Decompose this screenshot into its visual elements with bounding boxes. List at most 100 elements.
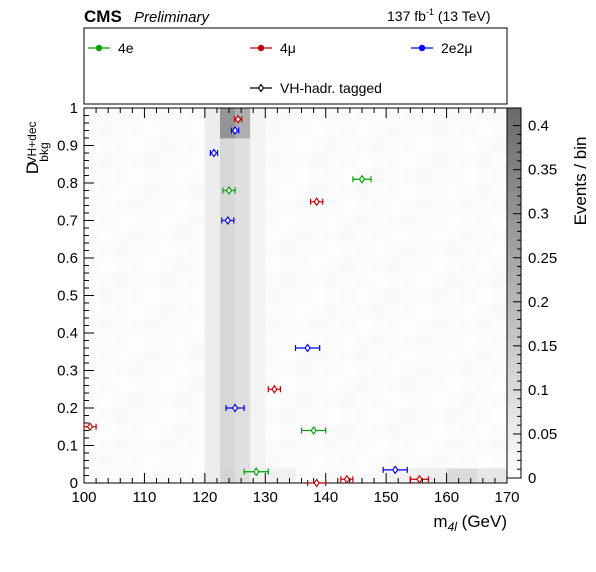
heatmap-cell [446,363,463,379]
heatmap-cell [204,363,221,379]
heatmap-cell [174,243,191,259]
heatmap-cell [280,228,296,244]
heatmap-cell [265,303,281,319]
heatmap-cell [461,198,478,214]
heatmap-cell [386,108,402,124]
heatmap-cell [461,258,478,274]
heatmap-cell [265,243,281,259]
heatmap-cell [99,303,115,319]
heatmap-cell [280,303,296,319]
heatmap-cell [250,168,266,184]
legend-marker [418,44,426,52]
heatmap-cell [431,303,447,319]
heatmap-cell [159,213,176,229]
diamond-marker [86,422,94,432]
heatmap-cell [386,363,402,379]
heatmap-cell [386,153,402,169]
heatmap-cell [129,423,145,439]
heatmap-cell [491,453,508,469]
heatmap-cell [401,138,417,154]
heatmap-cell [144,108,160,124]
z-tick-label: 0.25 [528,250,557,267]
heatmap-cell [431,393,447,409]
color-scale-step [507,228,521,238]
heatmap-cell [235,318,251,334]
x-axis: 100 110 120 130 140 150 160 170 [71,108,520,506]
heatmap-cell [159,123,176,139]
heatmap-cell [235,303,251,319]
heatmap-cell [340,378,357,394]
heatmap-cell [219,303,236,319]
heatmap-cell [355,468,372,484]
heatmap-cell [204,138,221,154]
heatmap-cell [159,393,176,409]
heatmap-cell [265,423,281,439]
data-point [409,474,430,484]
heatmap-cell [310,153,327,169]
heatmap-cell [129,288,145,304]
heatmap-cell [235,123,251,139]
heatmap-cell [310,453,327,469]
heatmap-cell [371,273,387,289]
heatmap-cell [189,108,206,124]
heatmap-cell [280,213,296,229]
heatmap-cell [99,123,115,139]
heatmap-cell [114,213,130,229]
heatmap-cell [355,393,372,409]
heatmap-cell [265,393,281,409]
color-scale-step [507,108,521,118]
heatmap-cell [491,183,508,199]
heatmap-cell [235,333,251,349]
heatmap-cell [416,303,432,319]
heatmap-cell [144,273,160,289]
heatmap-cell [371,393,387,409]
heatmap-cell [159,138,176,154]
heatmap-cell [476,138,493,154]
heatmap-cell [371,303,387,319]
heatmap-cell [476,348,493,364]
x-tick-label: 160 [434,489,459,506]
heatmap-cell [386,348,402,364]
heatmap-cell [431,153,447,169]
heatmap-cell [491,123,508,139]
heatmap-cell [144,378,160,394]
heatmap-cell [129,153,145,169]
color-scale-step [507,163,521,174]
heatmap-cell [280,363,296,379]
color-scale-step [507,219,521,229]
heatmap-cell [476,288,493,304]
legend-label: 4μ [280,40,296,56]
heatmap-cell [416,453,432,469]
plot-header: CMS Preliminary 137 fb-1 (13 TeV) [84,7,491,26]
z-tick-label: 0.1 [528,382,549,399]
heatmap-cell [144,243,160,259]
heatmap-cell [416,408,432,424]
heatmap-cell [401,153,417,169]
z-tick-label: 0.35 [528,162,557,179]
heatmap-cell [461,453,478,469]
heatmap-cell [114,153,130,169]
heatmap-cell [129,363,145,379]
heatmap-cell [386,243,402,259]
heatmap-cell [159,198,176,214]
diamond-marker [271,384,278,394]
heatmap-cell [84,273,100,289]
heatmap-cell [189,438,206,454]
heatmap-cell [416,333,432,349]
heatmap-cell [476,333,493,349]
heatmap-cell [235,243,251,259]
heatmap-cell [84,183,100,199]
heatmap-cell [99,138,115,154]
heatmap-cell [371,423,387,439]
heatmap-cell [431,453,447,469]
heatmap-cell [446,198,463,214]
heatmap-cell [491,288,508,304]
y-tick-label: 0.2 [57,400,78,417]
heatmap-cell [174,198,191,214]
color-scale-step [507,246,521,257]
heatmap-cell [295,318,312,334]
heatmap-cell [476,303,493,319]
heatmap-cell [159,453,176,469]
heatmap-cell [84,453,100,469]
heatmap-cell [99,468,115,484]
